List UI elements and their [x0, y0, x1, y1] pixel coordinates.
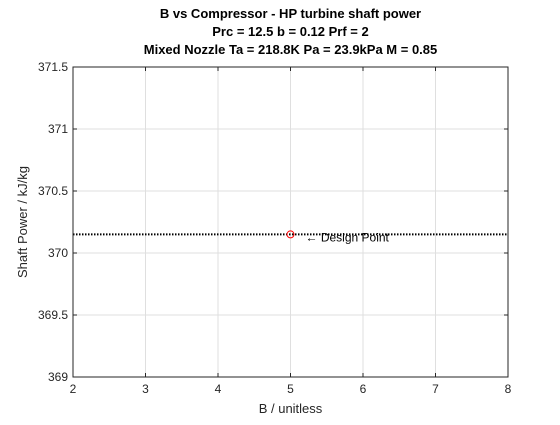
x-tick-label: 6 [360, 382, 367, 396]
design-point-annotation: ← Design Point [306, 230, 390, 244]
x-tick-label: 3 [142, 382, 149, 396]
chart-title: B vs Compressor - HP turbine shaft power… [144, 6, 438, 57]
y-tick-label: 369.5 [38, 308, 68, 322]
x-tick-label: 8 [505, 382, 512, 396]
x-tick-label: 7 [432, 382, 439, 396]
chart-title-line: B vs Compressor - HP turbine shaft power [160, 6, 421, 21]
y-tick-label: 371 [48, 122, 68, 136]
chart-title-line: Mixed Nozzle Ta = 218.8K Pa = 23.9kPa M … [144, 42, 438, 57]
x-tick-label: 4 [215, 382, 222, 396]
y-tick-label: 369 [48, 370, 68, 384]
x-tick-label: 2 [70, 382, 77, 396]
y-tick-label: 370.5 [38, 184, 68, 198]
annotation-group: ← Design Point [306, 230, 390, 244]
x-axis-label: B / unitless [259, 401, 323, 416]
y-tick-label: 370 [48, 246, 68, 260]
y-axis-label: Shaft Power / kJ/kg [15, 166, 30, 278]
chart-title-line: Prc = 12.5 b = 0.12 Prf = 2 [212, 24, 368, 39]
x-tick-label: 5 [287, 382, 294, 396]
y-tick-label: 371.5 [38, 60, 68, 74]
